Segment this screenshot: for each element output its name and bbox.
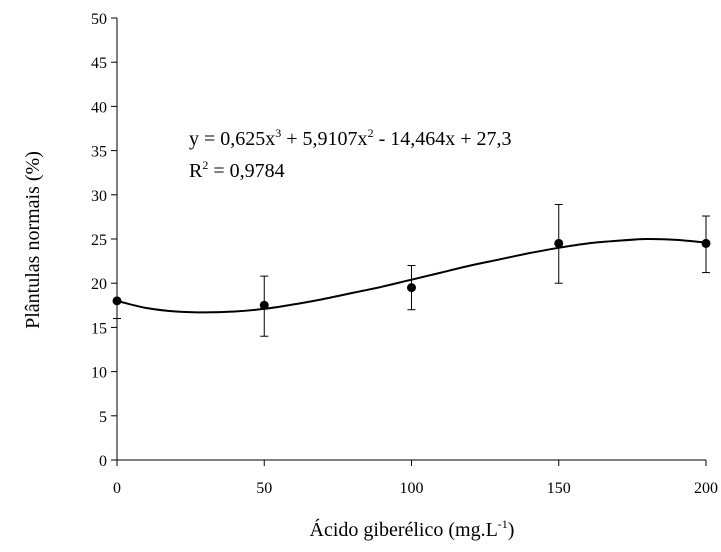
y-tick-label: 35	[91, 144, 107, 161]
y-axis-ticks: 0 5 10 15 20 25 30 35 40 45 50	[91, 11, 117, 470]
y-tick-label: 25	[91, 232, 107, 249]
x-axis-label-end: )	[508, 519, 515, 541]
data-point	[407, 283, 416, 293]
x-axis-label: Ácido giberélico (mg.L-1)	[310, 517, 515, 541]
data-points	[112, 238, 711, 310]
y-tick-label: 20	[91, 276, 107, 293]
equation-part-2: + 5,9107x	[281, 128, 367, 150]
x-tick-label: 200	[694, 480, 718, 497]
equation-part-3: - 14,464x + 27,3	[374, 128, 512, 150]
y-tick-label: 15	[91, 320, 107, 337]
y-tick-label: 50	[91, 11, 107, 28]
equation-part-1: y = 0,625x	[189, 128, 275, 150]
data-point	[259, 300, 269, 310]
y-tick-label: 40	[91, 99, 107, 116]
data-point	[112, 296, 122, 306]
y-tick-label: 5	[99, 409, 107, 426]
x-tick-label: 0	[113, 480, 121, 497]
x-tick-label: 100	[400, 480, 424, 497]
y-tick-label: 0	[99, 453, 107, 470]
y-axis-label: Plântulas normais (%)	[22, 151, 44, 329]
r2-value: = 0,9784	[208, 160, 284, 182]
x-axis-ticks: 0 50 100 150 200	[113, 460, 718, 497]
x-axis-label-sup: -1	[498, 517, 508, 531]
equation-exp-1: 3	[275, 126, 281, 140]
r2-base: R	[189, 160, 203, 182]
x-tick-label: 50	[256, 480, 272, 497]
x-axis-label-main: Ácido giberélico (mg.L	[310, 518, 498, 541]
y-tick-label: 10	[91, 365, 107, 382]
data-point	[701, 238, 711, 248]
equation-text: y = 0,625x3 + 5,9107x2 - 14,464x + 27,3	[189, 126, 512, 150]
equation-exp-2: 2	[368, 126, 374, 140]
data-point	[554, 238, 564, 248]
error-bars	[113, 204, 710, 337]
y-tick-label: 45	[91, 55, 107, 72]
x-tick-label: 150	[547, 480, 571, 497]
r-squared-text: R2 = 0,9784	[189, 158, 285, 182]
plot-area: 0 5 10 15 20 25 30 35 40 45 50 0 50 100 150 200	[91, 11, 718, 497]
y-tick-label: 30	[91, 188, 107, 205]
r2-exp: 2	[202, 158, 208, 172]
